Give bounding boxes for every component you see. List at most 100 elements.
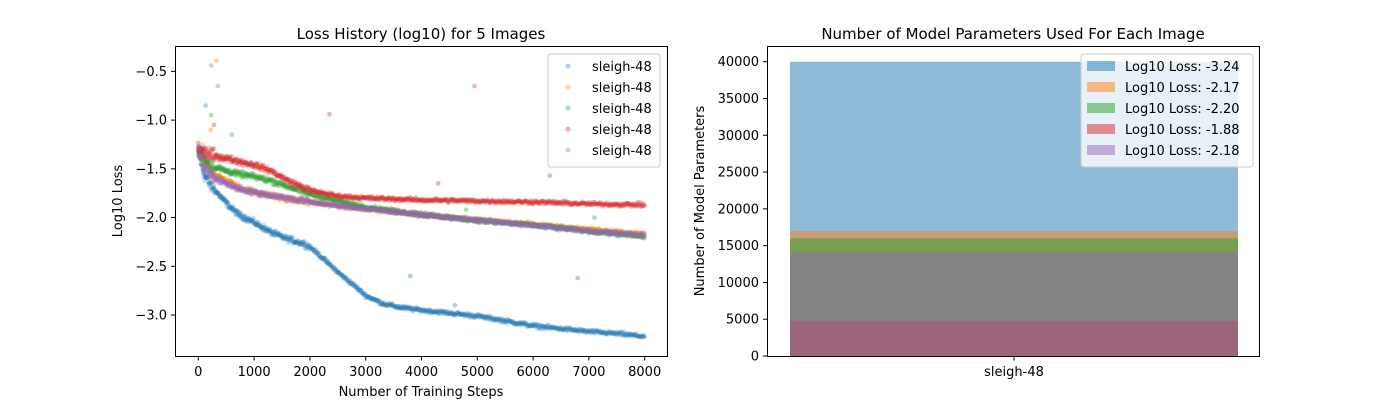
data-point — [528, 222, 534, 228]
data-point — [534, 321, 540, 327]
data-point — [259, 192, 265, 198]
data-point — [338, 272, 344, 278]
data-point — [208, 181, 214, 186]
data-point — [272, 228, 278, 233]
data-point — [206, 180, 212, 186]
data-point — [548, 224, 554, 229]
data-point — [310, 247, 316, 253]
data-point — [451, 312, 457, 317]
data-point — [262, 225, 267, 231]
data-point — [241, 214, 247, 220]
data-point — [271, 229, 276, 235]
data-point — [275, 231, 280, 237]
data-point — [257, 176, 263, 182]
data-point — [625, 332, 631, 338]
data-point — [386, 208, 392, 214]
data-point — [452, 312, 458, 318]
data-point — [536, 324, 541, 329]
data-point — [334, 203, 340, 209]
data-point — [206, 182, 212, 188]
data-point — [377, 302, 383, 307]
data-point — [277, 197, 282, 203]
data-point — [577, 328, 583, 334]
data-point — [493, 316, 499, 322]
data-point — [302, 198, 308, 204]
data-point — [215, 176, 221, 182]
data-point — [267, 177, 272, 183]
data-point — [572, 225, 578, 231]
data-point — [215, 172, 221, 178]
data-point — [512, 220, 517, 225]
data-point — [380, 302, 386, 307]
data-point — [604, 331, 610, 337]
data-point — [489, 315, 495, 321]
data-point — [486, 314, 491, 320]
data-point — [257, 221, 262, 227]
outlier-point — [463, 207, 469, 213]
data-point — [611, 331, 617, 336]
data-point — [607, 229, 613, 234]
data-point — [395, 305, 401, 311]
data-point — [238, 172, 244, 178]
y-tick-label: 35000 — [718, 92, 759, 107]
data-point — [560, 225, 566, 231]
data-point — [349, 281, 354, 286]
data-point — [622, 333, 628, 339]
data-point — [268, 193, 274, 199]
data-point — [253, 222, 259, 228]
data-point — [414, 307, 420, 312]
data-point — [250, 218, 256, 224]
data-point — [302, 245, 308, 251]
data-point — [277, 182, 282, 188]
data-point — [289, 236, 295, 241]
data-point — [426, 212, 432, 218]
data-point — [523, 321, 529, 327]
data-point — [424, 213, 430, 219]
data-point — [594, 327, 599, 333]
data-point — [230, 208, 236, 214]
data-point — [263, 174, 269, 180]
data-point — [486, 218, 492, 224]
data-point — [420, 307, 425, 313]
data-point — [207, 184, 213, 190]
data-point — [570, 226, 576, 231]
data-point — [293, 198, 298, 204]
data-point — [241, 187, 247, 193]
data-point — [204, 159, 210, 165]
data-point — [202, 170, 208, 176]
data-point — [384, 303, 389, 308]
data-point — [514, 220, 520, 226]
data-point — [365, 207, 370, 213]
data-point — [399, 210, 405, 215]
data-point — [252, 222, 257, 227]
data-point — [199, 157, 205, 163]
data-point — [412, 307, 418, 313]
data-point — [220, 176, 226, 182]
data-point — [251, 173, 257, 179]
data-point — [491, 318, 497, 323]
data-point — [311, 199, 317, 204]
data-point — [567, 225, 572, 231]
data-point — [466, 216, 471, 222]
data-point — [265, 227, 270, 233]
data-point — [393, 304, 398, 310]
data-point — [220, 166, 226, 171]
data-point — [434, 213, 440, 219]
data-point — [385, 209, 390, 215]
data-point — [478, 216, 484, 222]
data-point — [293, 197, 299, 203]
data-point — [461, 311, 467, 316]
data-point — [447, 214, 453, 219]
data-point — [611, 230, 617, 236]
data-point — [376, 298, 382, 304]
data-point — [510, 320, 516, 326]
data-point — [484, 314, 490, 319]
data-point — [617, 330, 623, 335]
data-point — [227, 205, 233, 211]
data-point — [619, 229, 625, 234]
data-point — [358, 205, 363, 210]
data-point — [211, 185, 217, 191]
data-point — [594, 328, 600, 334]
data-point — [484, 315, 490, 321]
data-point — [278, 195, 284, 201]
